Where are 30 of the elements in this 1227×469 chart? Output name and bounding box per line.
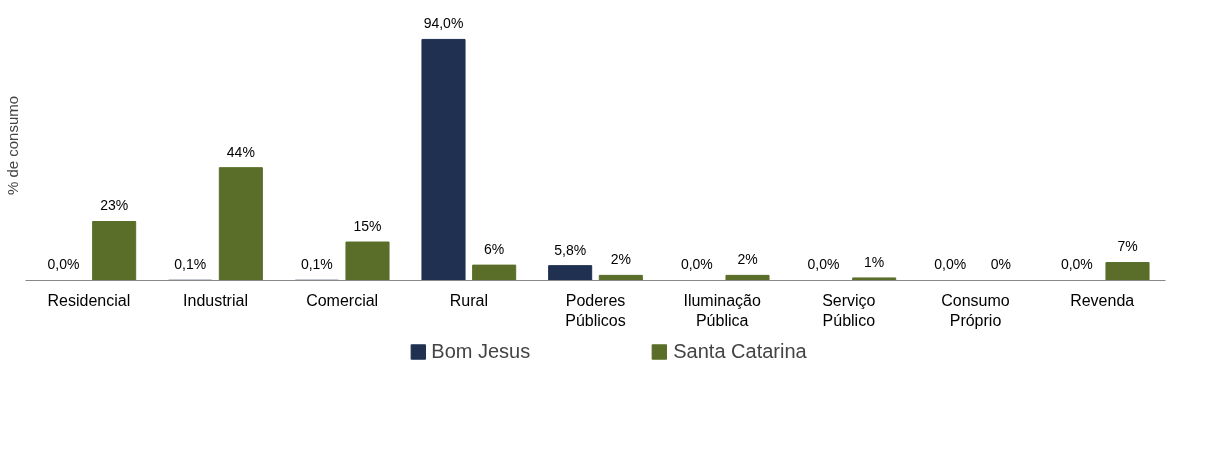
data-label: 0,0%	[1060, 256, 1093, 273]
data-label: 44%	[226, 143, 255, 160]
data-label: 23%	[100, 197, 129, 214]
legend-label: Bom Jesus	[431, 339, 531, 363]
x-tick-label: Revenda	[1070, 291, 1135, 309]
data-label: 0,0%	[680, 256, 713, 273]
data-label: 7%	[1117, 238, 1138, 255]
data-label: 2%	[610, 251, 631, 268]
x-tick-label: Industrial	[183, 291, 248, 309]
x-tick-label: Poderes Públicos	[565, 291, 626, 329]
data-label: 94,0%	[423, 15, 464, 32]
data-label: 0,1%	[174, 256, 207, 273]
data-label: 1%	[864, 253, 885, 270]
x-tick-label: Serviço Público	[822, 291, 876, 329]
data-label: 0%	[990, 256, 1011, 273]
data-label: 0,0%	[807, 256, 840, 273]
data-label: 0,0%	[47, 256, 80, 273]
data-label: 5,8%	[554, 241, 587, 258]
data-label: 15%	[353, 217, 382, 234]
y-axis-title: % de consumo	[3, 95, 21, 196]
x-tick-label: Residencial	[47, 291, 131, 309]
data-label: 0,0%	[934, 256, 967, 273]
x-tick-label: Iluminação Pública	[683, 291, 761, 329]
data-label: 2%	[737, 251, 758, 268]
legend-label: Santa Catarina	[673, 339, 807, 363]
data-label: 6%	[484, 241, 505, 258]
x-tick-label: Rural	[449, 291, 488, 309]
data-label: 0,1%	[300, 256, 333, 273]
x-tick-label: Consumo Próprio	[941, 291, 1010, 329]
x-tick-label: Comercial	[306, 291, 379, 309]
